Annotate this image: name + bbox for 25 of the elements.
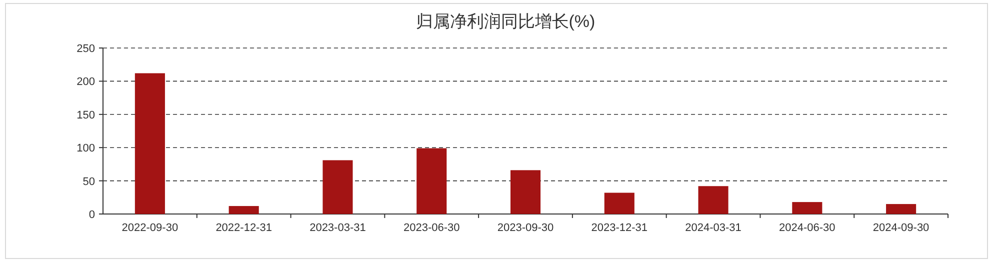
- chart-title: 归属净利润同比增长(%): [416, 12, 596, 31]
- bar: [604, 192, 634, 214]
- x-tick-label: 2023-12-31: [591, 222, 648, 234]
- bar: [510, 170, 541, 214]
- x-tick-label: 2024-09-30: [872, 222, 930, 234]
- bar: [698, 186, 728, 214]
- bar: [228, 206, 259, 214]
- x-tick-label: 2024-03-31: [685, 222, 742, 234]
- x-tick-label: 2024-06-30: [779, 222, 836, 234]
- y-tick-label: 50: [82, 176, 95, 188]
- x-tick-label: 2023-03-31: [310, 222, 366, 234]
- bar: [134, 73, 165, 214]
- bar: [886, 204, 916, 214]
- x-tick-label: 2022-09-30: [122, 222, 178, 234]
- bar: [792, 202, 822, 214]
- y-tick-label: 150: [76, 109, 95, 122]
- bar: [322, 160, 353, 214]
- x-tick-label: 2023-06-30: [403, 222, 460, 234]
- y-tick-label: 200: [76, 76, 95, 88]
- y-tick-label: 0: [88, 209, 95, 221]
- x-tick-label: 2022-12-31: [216, 222, 272, 234]
- x-tick-label: 2023-09-30: [497, 222, 554, 234]
- y-tick-label: 100: [76, 142, 95, 155]
- bar: [416, 148, 447, 214]
- y-tick-label: 250: [76, 43, 95, 55]
